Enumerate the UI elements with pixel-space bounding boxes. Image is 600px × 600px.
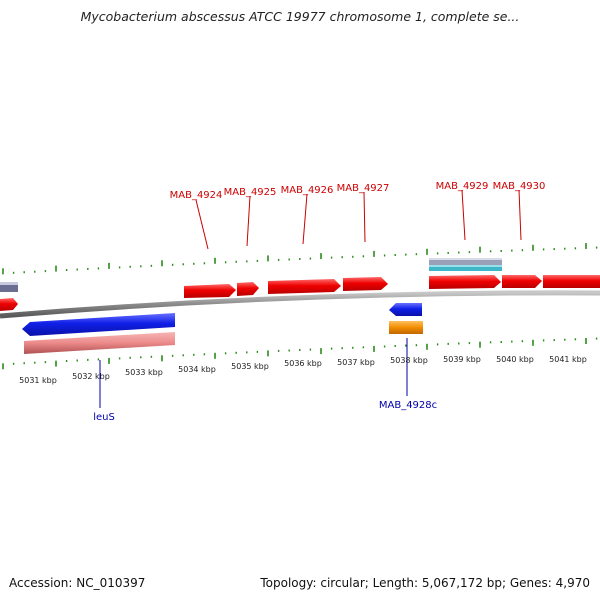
- scale-label: 5037 kbp: [337, 358, 375, 367]
- gene-label-MAB_4925[interactable]: MAB_4925: [224, 187, 277, 198]
- gene-label-MAB_4930[interactable]: MAB_4930: [493, 181, 546, 192]
- gene-arrow-MAB_4926[interactable]: [268, 279, 341, 294]
- gene-arrow-forward[interactable]: [0, 298, 18, 311]
- gene-arrow-forward-edge[interactable]: [543, 275, 600, 288]
- scale-label: 5041 kbp: [549, 355, 587, 364]
- chromosome-backbone: [0, 290, 600, 319]
- gene-arrow-MAB_4925[interactable]: [237, 282, 259, 296]
- gene-arrow-MAB_4927[interactable]: [343, 277, 388, 291]
- gene-label-MAB_4926[interactable]: MAB_4926: [281, 185, 334, 196]
- tick-row-bottom: [2, 337, 598, 370]
- rna-bar-leuS[interactable]: [24, 332, 175, 354]
- forward-label-leaders: [195, 189, 522, 250]
- reverse-strand-genes: [22, 303, 423, 354]
- scale-label: 5031 kbp: [19, 376, 57, 385]
- feature-bar-grey[interactable]: [429, 258, 502, 265]
- gene-arrow-MAB_4924[interactable]: [184, 284, 236, 298]
- forward-strand-genes: [0, 275, 600, 311]
- scale-label: 5040 kbp: [496, 355, 534, 364]
- gene-arrow-MAB_4930[interactable]: [502, 275, 542, 288]
- feature-bar-left-edge[interactable]: [0, 282, 18, 292]
- reverse-label-leaders: [99, 338, 408, 408]
- feature-bars-top: [0, 258, 502, 292]
- gene-label-MAB_4928c[interactable]: MAB_4928c: [379, 400, 437, 411]
- gene-arrow-leuS[interactable]: [22, 313, 175, 336]
- scale-labels: 5031 kbp 5032 kbp 5033 kbp 5034 kbp 5035…: [19, 355, 587, 385]
- topology-text: Topology: circular; Length: 5,067,172 bp…: [260, 576, 590, 590]
- scale-label: 5039 kbp: [443, 355, 481, 364]
- gene-arrow-MAB_4928c[interactable]: [389, 303, 422, 316]
- map-title: Mycobacterium abscessus ATCC 19977 chrom…: [80, 9, 520, 24]
- scale-label: 5033 kbp: [125, 368, 163, 377]
- rna-bar-MAB_4928c[interactable]: [389, 321, 423, 334]
- forward-gene-labels: MAB_4924 MAB_4925 MAB_4926 MAB_4927 MAB_…: [170, 181, 546, 201]
- scale-label: 5035 kbp: [231, 362, 269, 371]
- scale-label: 5032 kbp: [72, 372, 110, 381]
- tick-row-top: [2, 243, 598, 275]
- scale-label: 5036 kbp: [284, 359, 322, 368]
- gene-label-MAB_4927[interactable]: MAB_4927: [337, 183, 390, 194]
- gene-arrow-MAB_4929[interactable]: [429, 275, 501, 289]
- reverse-gene-labels: leuS MAB_4928c: [93, 400, 437, 423]
- gene-label-leuS[interactable]: leuS: [93, 412, 115, 423]
- scale-label: 5038 kbp: [390, 356, 428, 365]
- accession-text: Accession: NC_010397: [9, 576, 146, 590]
- gene-label-MAB_4929[interactable]: MAB_4929: [436, 181, 489, 192]
- scale-label: 5034 kbp: [178, 365, 216, 374]
- feature-bar-teal[interactable]: [429, 265, 502, 271]
- gene-label-MAB_4924[interactable]: MAB_4924: [170, 190, 223, 201]
